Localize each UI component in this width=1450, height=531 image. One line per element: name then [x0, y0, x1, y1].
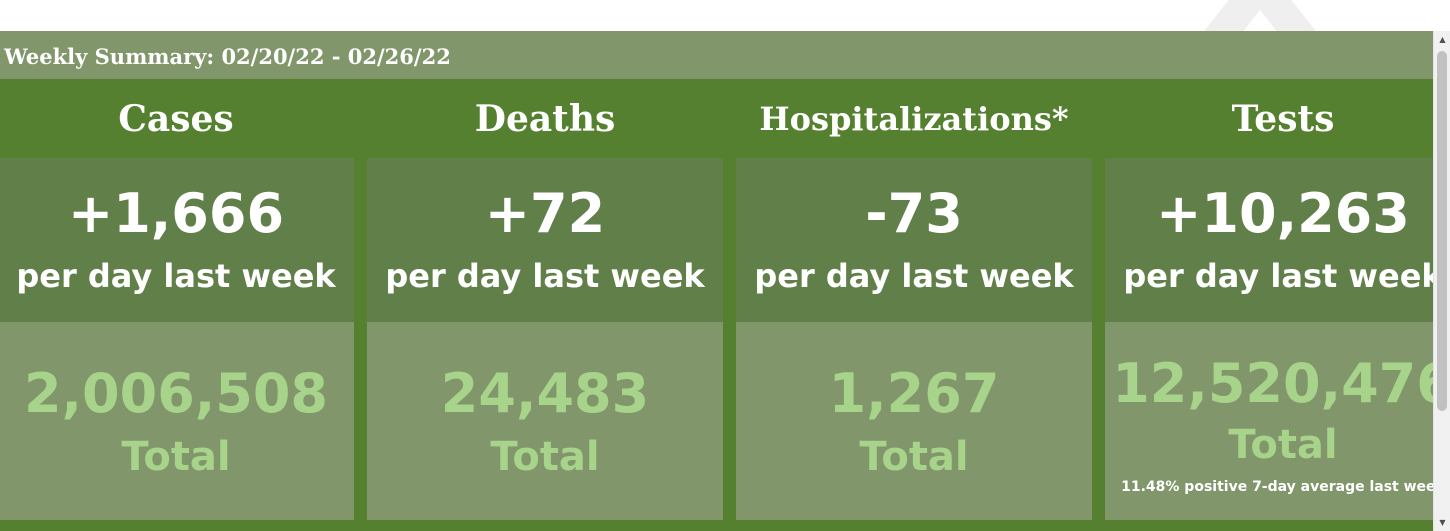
weekly-summary-widget: Weekly Summary: 02/20/22 - 02/26/22 Case… [0, 31, 1433, 531]
vertical-scrollbar[interactable]: ▲ ▼ [1433, 31, 1450, 531]
total-label: Total [121, 434, 231, 480]
weekly-panel: +1,666 per day last week [0, 158, 354, 322]
metric-cases: Cases +1,666 per day last week 2,006,508… [0, 79, 354, 522]
weekly-value: +1,666 [67, 182, 285, 245]
weekly-value: +72 [484, 182, 606, 245]
weekly-panel: +72 per day last week [367, 158, 723, 322]
total-panel: 2,006,508 Total [0, 322, 354, 520]
weekly-label: per day last week [385, 257, 705, 295]
summary-bar: Weekly Summary: 02/20/22 - 02/26/22 [0, 31, 1433, 79]
weekly-value: -73 [865, 182, 963, 245]
triangle-up-icon[interactable]: ▲ [1439, 35, 1446, 44]
metric-heading: Tests [1231, 97, 1335, 140]
summary-title: Weekly Summary: 02/20/22 - 02/26/22 [4, 44, 451, 69]
positivity-note: 11.48% positive 7-day average last week [1121, 479, 1433, 495]
weekly-label: per day last week [754, 257, 1074, 295]
total-value: 12,520,476 [1112, 352, 1433, 415]
weekly-value: +10,263 [1156, 182, 1410, 245]
total-panel: 1,267 Total [736, 322, 1092, 520]
triangle-down-icon[interactable]: ▼ [1439, 518, 1446, 527]
metric-heading: Cases [118, 97, 234, 140]
metric-heading: Hospitalizations* [759, 99, 1069, 138]
total-value: 24,483 [440, 362, 650, 425]
weekly-panel: +10,263 per day last week [1105, 158, 1433, 322]
weekly-label: per day last week [16, 257, 336, 295]
total-value: 1,267 [828, 362, 1000, 425]
total-panel: 24,483 Total [367, 322, 723, 520]
total-label: Total [859, 434, 969, 480]
total-label: Total [1228, 422, 1338, 468]
metric-heading: Deaths [474, 97, 616, 140]
weekly-panel: -73 per day last week [736, 158, 1092, 322]
total-panel: 12,520,476 Total 11.48% positive 7-day a… [1105, 322, 1433, 520]
page-top-area [0, 0, 1450, 100]
total-label: Total [490, 434, 600, 480]
scrollbar-thumb[interactable] [1437, 51, 1447, 411]
weekly-label: per day last week [1123, 257, 1433, 295]
metric-tests: Tests +10,263 per day last week 12,520,4… [1105, 79, 1433, 522]
total-value: 2,006,508 [23, 362, 329, 425]
metric-hospitalizations: Hospitalizations* -73 per day last week … [736, 79, 1092, 522]
metric-deaths: Deaths +72 per day last week 24,483 Tota… [367, 79, 723, 522]
